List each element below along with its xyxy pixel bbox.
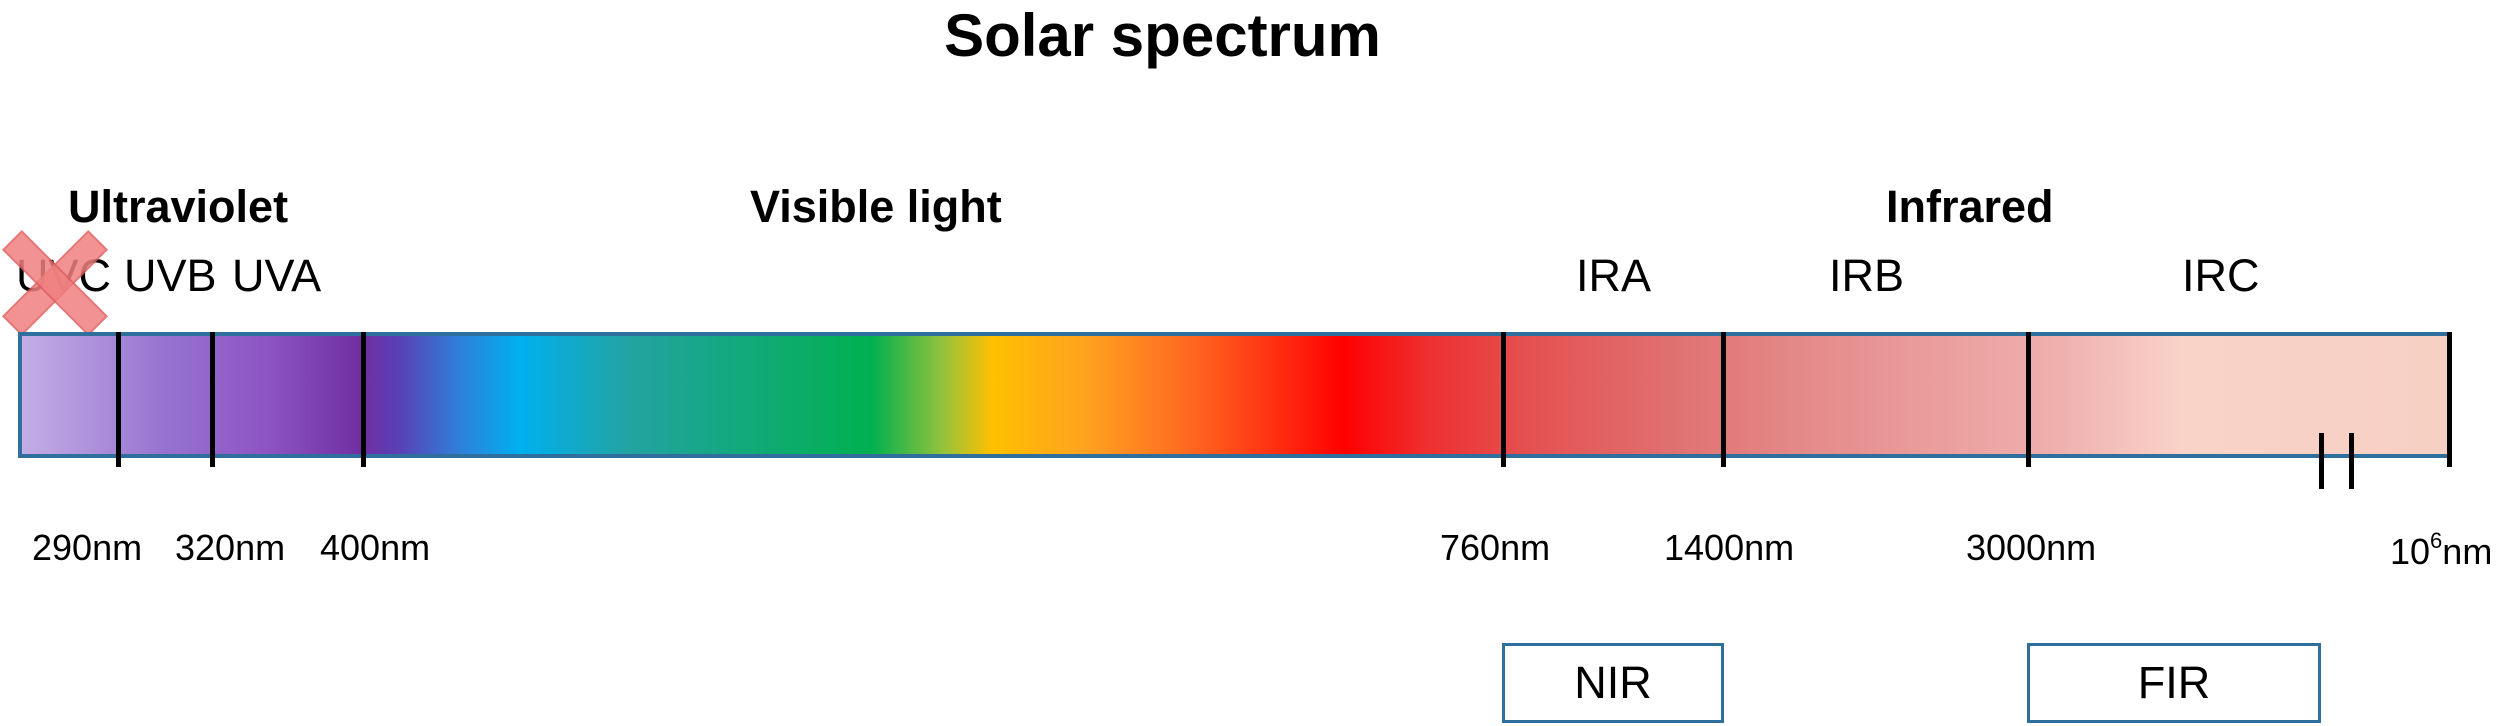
spectrum-bar (18, 332, 2452, 458)
tick-label-400nm: 400nm (320, 527, 431, 568)
diagram-title: Solar spectrum (944, 2, 1381, 69)
tick-label-1400nm: 1400nm (1664, 527, 1795, 568)
tick-1e6nm (2447, 332, 2452, 467)
band-label-irb: IRB (1829, 250, 1905, 301)
tick-label-760nm: 760nm (1440, 527, 1551, 568)
band-label-uvb: UVB (124, 250, 217, 301)
tick-label-290nm: 290nm (32, 527, 143, 568)
box-nir: NIR (1502, 643, 1724, 723)
tick-label-320nm: 320nm (175, 527, 286, 568)
tick-label-3000nm: 3000nm (1966, 527, 2097, 568)
cross-icon (1, 229, 109, 337)
axis-break-mark (2349, 433, 2354, 489)
group-label-ultraviolet: Ultraviolet (68, 181, 289, 232)
band-label-uva: UVA (232, 250, 322, 301)
tick-label-1e6nm: 106nm (2390, 528, 2493, 572)
tick-760nm (1501, 332, 1506, 467)
axis-break-mark (2319, 433, 2324, 489)
box-fir: FIR (2027, 643, 2321, 723)
band-label-ira: IRA (1576, 250, 1652, 301)
tick-290nm (116, 332, 121, 467)
tick-3000nm (2026, 332, 2031, 467)
tick-400nm (361, 332, 366, 467)
group-label-visible-light: Visible light (750, 181, 1002, 232)
band-label-irc: IRC (2182, 250, 2260, 301)
group-label-infrared: Infrared (1886, 181, 2054, 232)
tick-1400nm (1721, 332, 1726, 467)
tick-320nm (210, 332, 215, 467)
